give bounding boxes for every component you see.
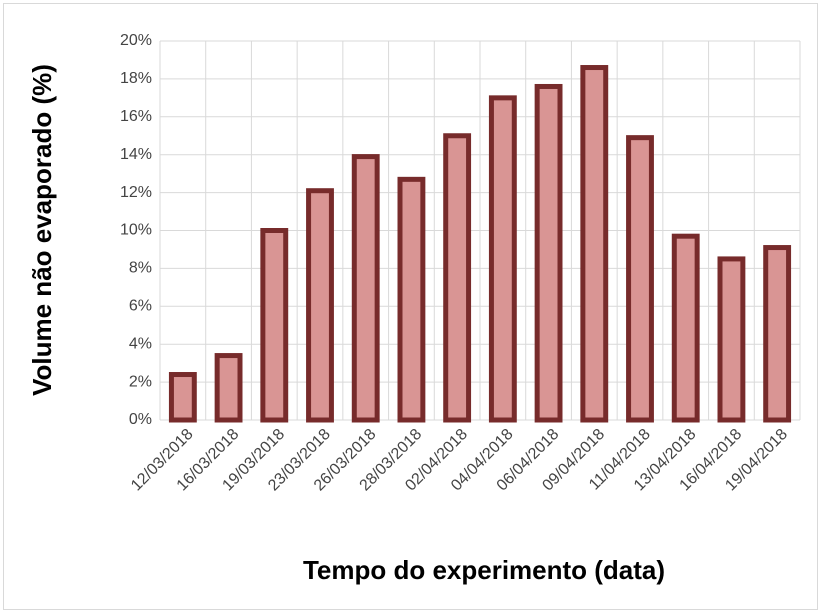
- bar: [488, 95, 517, 423]
- bar: [214, 353, 243, 423]
- y-tick-label: 4%: [129, 335, 152, 352]
- y-tick-label: 2%: [129, 373, 152, 390]
- y-tick-label: 12%: [120, 184, 152, 201]
- y-axis-title: Volume não evaporado (%): [27, 64, 57, 396]
- bar: [443, 133, 472, 423]
- bar: [580, 65, 609, 423]
- x-axis-title: Tempo do experimento (data): [303, 555, 665, 585]
- y-tick-label: 16%: [120, 108, 152, 125]
- y-tick-label: 6%: [129, 298, 152, 315]
- y-tick-label: 8%: [129, 260, 152, 277]
- bar: [351, 154, 380, 423]
- bar: [763, 245, 792, 423]
- bar: [306, 188, 334, 423]
- bar: [671, 233, 700, 423]
- bar: [626, 135, 654, 423]
- y-tick-label: 18%: [120, 70, 152, 87]
- bar: [717, 256, 746, 423]
- bar: [534, 83, 563, 423]
- y-tick-label: 10%: [120, 222, 152, 239]
- bar: [397, 176, 426, 423]
- y-tick-label: 20%: [120, 32, 152, 49]
- bar: [168, 372, 197, 423]
- bar: [260, 228, 289, 423]
- y-tick-label: 14%: [120, 146, 152, 163]
- y-tick-label: 0%: [129, 411, 152, 428]
